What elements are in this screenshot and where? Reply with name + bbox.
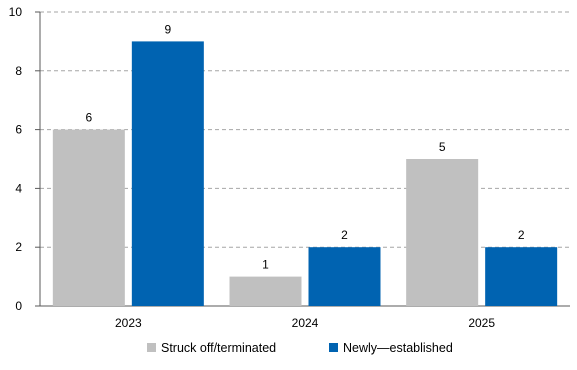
axes: 0 2 4 6 8 10 2023 2024 2025 <box>9 5 570 330</box>
legend-label: Struck off/terminated <box>161 341 276 355</box>
bars <box>52 41 558 307</box>
bar <box>406 159 479 306</box>
legend: Struck off/terminated Newly—established <box>147 341 453 355</box>
y-tick-label: 4 <box>15 181 22 195</box>
legend-swatch <box>147 343 156 352</box>
legend-label: Newly—established <box>343 341 453 355</box>
data-label: 5 <box>439 140 446 154</box>
x-tick-label: 2024 <box>292 316 319 330</box>
legend-swatch <box>329 343 338 352</box>
gridlines <box>40 11 570 248</box>
y-tick-label: 0 <box>15 299 22 313</box>
bar <box>52 129 125 306</box>
x-tick-label: 2025 <box>468 316 495 330</box>
data-label: 6 <box>85 111 92 125</box>
x-tick-label: 2023 <box>115 316 142 330</box>
bar <box>308 247 381 306</box>
data-label: 9 <box>164 22 171 36</box>
bar <box>485 247 558 306</box>
y-tick-label: 6 <box>15 123 22 137</box>
y-tick-label: 8 <box>15 64 22 78</box>
bar <box>229 276 302 306</box>
y-tick-label: 10 <box>9 5 23 19</box>
data-label: 1 <box>262 258 269 272</box>
y-tick-label: 2 <box>15 240 22 254</box>
data-label: 2 <box>341 228 348 242</box>
bar <box>131 41 204 307</box>
data-label: 2 <box>518 228 525 242</box>
